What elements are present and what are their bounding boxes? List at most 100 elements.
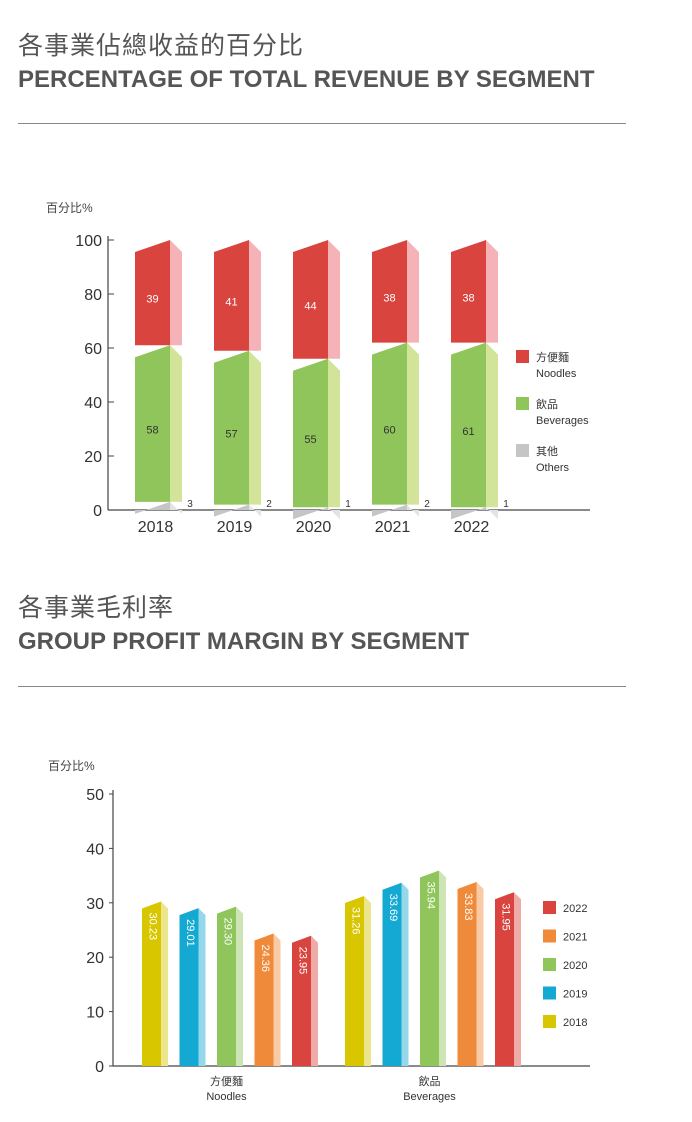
legend-label-2021: 2021 xyxy=(563,932,587,944)
others-bar xyxy=(135,501,170,514)
section2-title-zh: 各事業毛利率 xyxy=(18,593,175,622)
bar-value-label: 24.36 xyxy=(259,944,271,972)
legend-label-en-beverages: Beverages xyxy=(536,415,589,427)
section2-title-en: GROUP PROFIT MARGIN BY SEGMENT xyxy=(18,628,470,655)
y-tick-label: 0 xyxy=(93,503,102,520)
others-bar xyxy=(214,504,249,517)
section2-divider xyxy=(18,686,626,687)
legend-label-zh-beverages: 飲品 xyxy=(536,397,558,411)
noodles-value-label: 41 xyxy=(225,296,237,308)
beverages-bar xyxy=(214,350,249,505)
bar-2022-beverages-side xyxy=(514,892,521,1066)
section1-divider xyxy=(18,123,626,124)
bar-2020-noodles-side xyxy=(236,906,243,1066)
beverages-bar xyxy=(135,345,170,502)
legend-label-2022: 2022 xyxy=(563,903,587,915)
legend-swatch-2020 xyxy=(543,958,556,971)
bar-value-label: 31.26 xyxy=(350,907,362,935)
others-bar-side xyxy=(249,504,261,517)
legend-swatch-2021 xyxy=(543,929,556,943)
noodles-bar xyxy=(135,240,170,346)
beverages-bar-side xyxy=(486,342,498,508)
others-value-label: 2 xyxy=(266,499,272,510)
y-tick-label: 30 xyxy=(86,896,104,913)
beverages-value-label: 57 xyxy=(225,429,237,441)
noodles-bar-side xyxy=(328,240,340,359)
bar-2020-beverages-side xyxy=(439,870,446,1066)
others-value-label: 1 xyxy=(345,499,351,510)
y-tick-label: 20 xyxy=(84,449,102,466)
bar-2022-noodles-side xyxy=(311,935,318,1066)
beverages-bar xyxy=(293,358,328,508)
beverages-bar xyxy=(372,342,407,505)
beverages-bar-side xyxy=(407,342,419,505)
legend-swatch-2022 xyxy=(543,901,556,914)
others-bar-side xyxy=(328,507,340,520)
beverages-value-label: 55 xyxy=(304,434,316,446)
beverages-value-label: 61 xyxy=(462,426,474,438)
bar-2021-noodles xyxy=(254,933,274,1066)
noodles-bar-side xyxy=(170,240,182,346)
legend-swatch-2019 xyxy=(543,986,556,1000)
bar-2018-noodles-side xyxy=(161,901,168,1066)
noodles-bar-side xyxy=(407,240,419,343)
others-value-label: 3 xyxy=(187,499,193,510)
beverages-bar-side xyxy=(170,345,182,502)
section1-title-en: PERCENTAGE OF TOTAL REVENUE BY SEGMENT xyxy=(18,66,595,93)
others-bar-side xyxy=(486,507,498,520)
bar-2019-noodles xyxy=(179,908,199,1066)
noodles-bar-side xyxy=(249,240,261,351)
bar-2022-noodles xyxy=(292,935,311,1066)
x-tick-label: 2019 xyxy=(217,519,253,536)
bar-value-label: 35.94 xyxy=(425,881,437,909)
y-tick-label: 10 xyxy=(86,1005,104,1022)
others-bar-side xyxy=(407,504,419,517)
x-tick-label: 2020 xyxy=(296,519,332,536)
noodles-value-label: 38 xyxy=(383,292,395,304)
bar-value-label: 23.95 xyxy=(297,947,309,975)
bar-value-label: 33.83 xyxy=(462,893,474,921)
others-bar xyxy=(293,507,328,520)
noodles-value-label: 38 xyxy=(462,292,474,304)
bar-2019-beverages xyxy=(382,882,402,1066)
others-bar-side xyxy=(170,501,182,514)
beverages-value-label: 58 xyxy=(146,425,158,437)
beverages-value-label: 60 xyxy=(383,425,395,437)
legend-swatch-others xyxy=(516,444,529,457)
legend-swatch-2018 xyxy=(543,1015,556,1028)
noodles-bar-side xyxy=(486,240,498,343)
group-label-en: Noodles xyxy=(206,1091,247,1103)
group-label-zh: 飲品 xyxy=(419,1074,441,1088)
x-tick-label: 2021 xyxy=(375,519,411,536)
bar-2022-beverages xyxy=(495,892,514,1066)
bar-2018-beverages-side xyxy=(364,895,371,1066)
legend-label-en-others: Others xyxy=(536,462,570,474)
y-tick-label: 60 xyxy=(84,341,102,358)
bar-value-label: 33.69 xyxy=(387,894,399,922)
revenue-stacked-bar-chart: 百分比% 0 20 40 60 80 100 3 58 39 2018 2 57 41 2019 1 55 44 2… xyxy=(46,201,590,536)
noodles-bar xyxy=(293,240,328,359)
legend-label-zh-noodles: 方便麵 xyxy=(536,350,569,364)
y-tick-label: 40 xyxy=(86,841,104,858)
bar-2021-beverages xyxy=(457,881,477,1066)
bar-2018-noodles xyxy=(142,901,161,1066)
bar-value-label: 29.30 xyxy=(222,918,234,946)
bar-2018-beverages xyxy=(345,895,364,1066)
bar-2019-beverages-side xyxy=(401,882,409,1066)
beverages-bar-side xyxy=(328,358,340,508)
bar-2020-noodles xyxy=(217,906,236,1066)
beverages-bar-side xyxy=(249,350,261,505)
legend-label-2020: 2020 xyxy=(563,960,587,972)
others-value-label: 2 xyxy=(424,499,430,510)
section1-title-zh: 各事業佔總收益的百分比 xyxy=(18,31,305,60)
legend-label-2019: 2019 xyxy=(563,989,587,1001)
y-axis-label: 百分比% xyxy=(46,201,93,215)
y-axis-label: 百分比% xyxy=(48,759,95,773)
group-label-en: Beverages xyxy=(403,1091,456,1103)
y-tick-label: 0 xyxy=(95,1059,104,1076)
y-tick-label: 80 xyxy=(84,287,102,304)
y-tick-label: 50 xyxy=(86,787,104,804)
bar-2021-noodles-side xyxy=(273,933,281,1066)
x-tick-label: 2018 xyxy=(138,519,174,536)
legend-label-zh-others: 其他 xyxy=(536,445,558,458)
